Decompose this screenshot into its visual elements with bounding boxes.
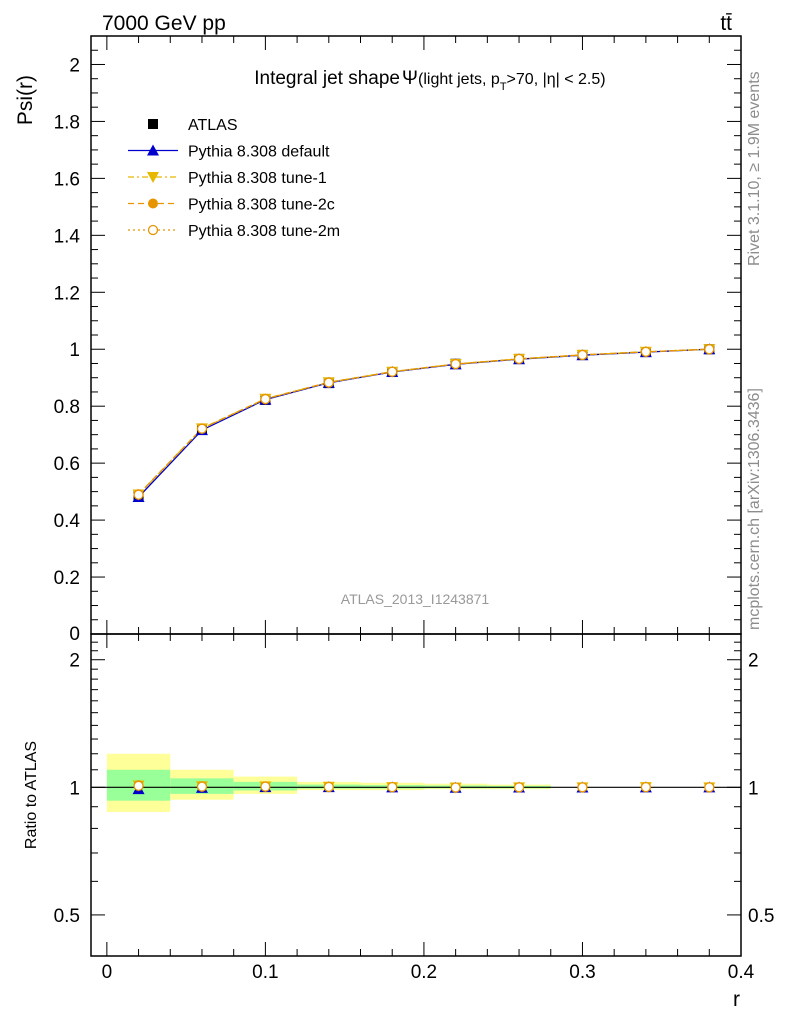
ratio-y-axis-ticks: 0.5 0.5 1 1 2 2 [54,641,774,927]
ratio-data-point [387,781,398,793]
legend-marker [148,198,158,209]
legend-entry-label: Pythia 8.308 default [188,144,330,161]
ratio-y-tick-label: 1 [69,778,80,799]
ratio-data-point [133,780,144,792]
main-y-tick-label: 2 [69,55,80,76]
legend-marker [147,144,159,156]
x-tick-label: 0.4 [728,962,755,983]
legend-entry-label: Pythia 8.308 tune-2m [188,223,340,240]
legend-entry-label: ATLAS [188,117,238,134]
main-series-line [138,348,710,498]
chart-title-symbol: Ψ [402,68,418,89]
analysis-watermark: ATLAS_2013_I1243871 [341,591,490,607]
main-data-point [704,344,715,355]
process-label: tt̄ [720,12,732,35]
x-tick-label: 0 [102,962,113,983]
x-tick-label: 0.1 [252,962,278,983]
subtitle-part-2: >70, |η| < 2.5) [507,71,606,88]
main-y-tick-label: 0.4 [54,511,81,532]
main-series-markers [132,343,716,503]
main-series-line [138,348,710,495]
ratio-frame [90,633,742,957]
legend-marker [147,224,159,236]
ratio-data-point [513,782,525,793]
ratio-data-point [704,782,715,793]
energy-label: 7000 GeV pp [102,12,226,35]
main-y-axis-ticks: 0.2 0.4 0.6 0.8 1 1.2 1.4 1.6 1.8 2 [54,36,742,634]
main-data-point [323,377,334,388]
legend-marker [148,119,158,129]
ratio-y-tick-label-right: 0.5 [748,906,774,927]
main-y-tick-label: 1.4 [54,226,81,247]
ratio-y-tick-label-right: 2 [748,651,759,672]
main-y-tick-label: 0.2 [54,568,80,589]
ratio-data-point [577,782,588,793]
main-data-point [196,423,208,434]
x-axis-ticks: 0 0.1 0.2 0.3 0.4 [102,634,755,983]
ratio-y-axis-label: Ratio to ATLAS [23,741,40,849]
main-y-tick-label-zero: 0 [69,624,80,645]
ratio-y-tick-label: 2 [69,651,80,672]
main-data-point [577,349,588,361]
chart-subtitle: (light jets, pT>70, |η| < 2.5) [418,71,606,93]
ratio-panel: 0.5 0.51 12 2 0 0.1 0.2 0.3 0.4 Ratio to ATLAS … [23,634,774,1011]
ratio-series-markers [132,780,716,795]
main-data-point [640,346,652,357]
main-series-line [138,348,710,496]
ratio-data-point [196,781,208,792]
ratio-y-tick-label-right: 1 [748,778,759,799]
main-y-tick-label: 1.6 [54,169,80,190]
y-axis-label: Psi(r) [14,75,37,125]
main-data-point [450,358,461,370]
chart-title: Integral jet shape [254,68,400,89]
ratio-y-tick-label: 0.5 [54,906,80,927]
ratio-data-point [260,781,271,792]
ratio-data-point [640,781,652,793]
main-y-tick-label: 0.6 [54,454,80,475]
ratio-data-point [450,782,461,793]
x-tick-label: 0.2 [411,962,437,983]
legend: ATLAS Pythia 8.308 default Pythia 8.308 tu… [128,117,340,240]
x-axis-label: r [733,988,740,1011]
main-y-tick-label: 1 [69,340,80,361]
main-series-lines [138,348,710,498]
main-y-tick-label: 1.2 [54,283,80,304]
main-panel: Integral jet shape Ψ (light jets, pT>70,… [14,36,742,645]
subtitle-part-1: (light jets, p [418,71,500,88]
legend-entry-label: Pythia 8.308 tune-2c [188,197,335,214]
main-data-point [260,393,271,405]
main-bottom-tick: 0 [69,624,80,645]
main-y-tick-label: 0.8 [54,397,80,418]
main-data-point [133,489,144,500]
subtitle-subscript: T [500,81,507,93]
legend-entry-label: Pythia 8.308 tune-1 [188,170,327,187]
main-data-point [387,366,398,377]
ratio-data-point [323,781,334,793]
legend-marker [147,172,159,183]
main-y-tick-label: 1.8 [54,112,80,133]
x-tick-label: 0.3 [569,962,595,983]
main-data-point [513,353,525,365]
main-series-line [138,348,710,495]
